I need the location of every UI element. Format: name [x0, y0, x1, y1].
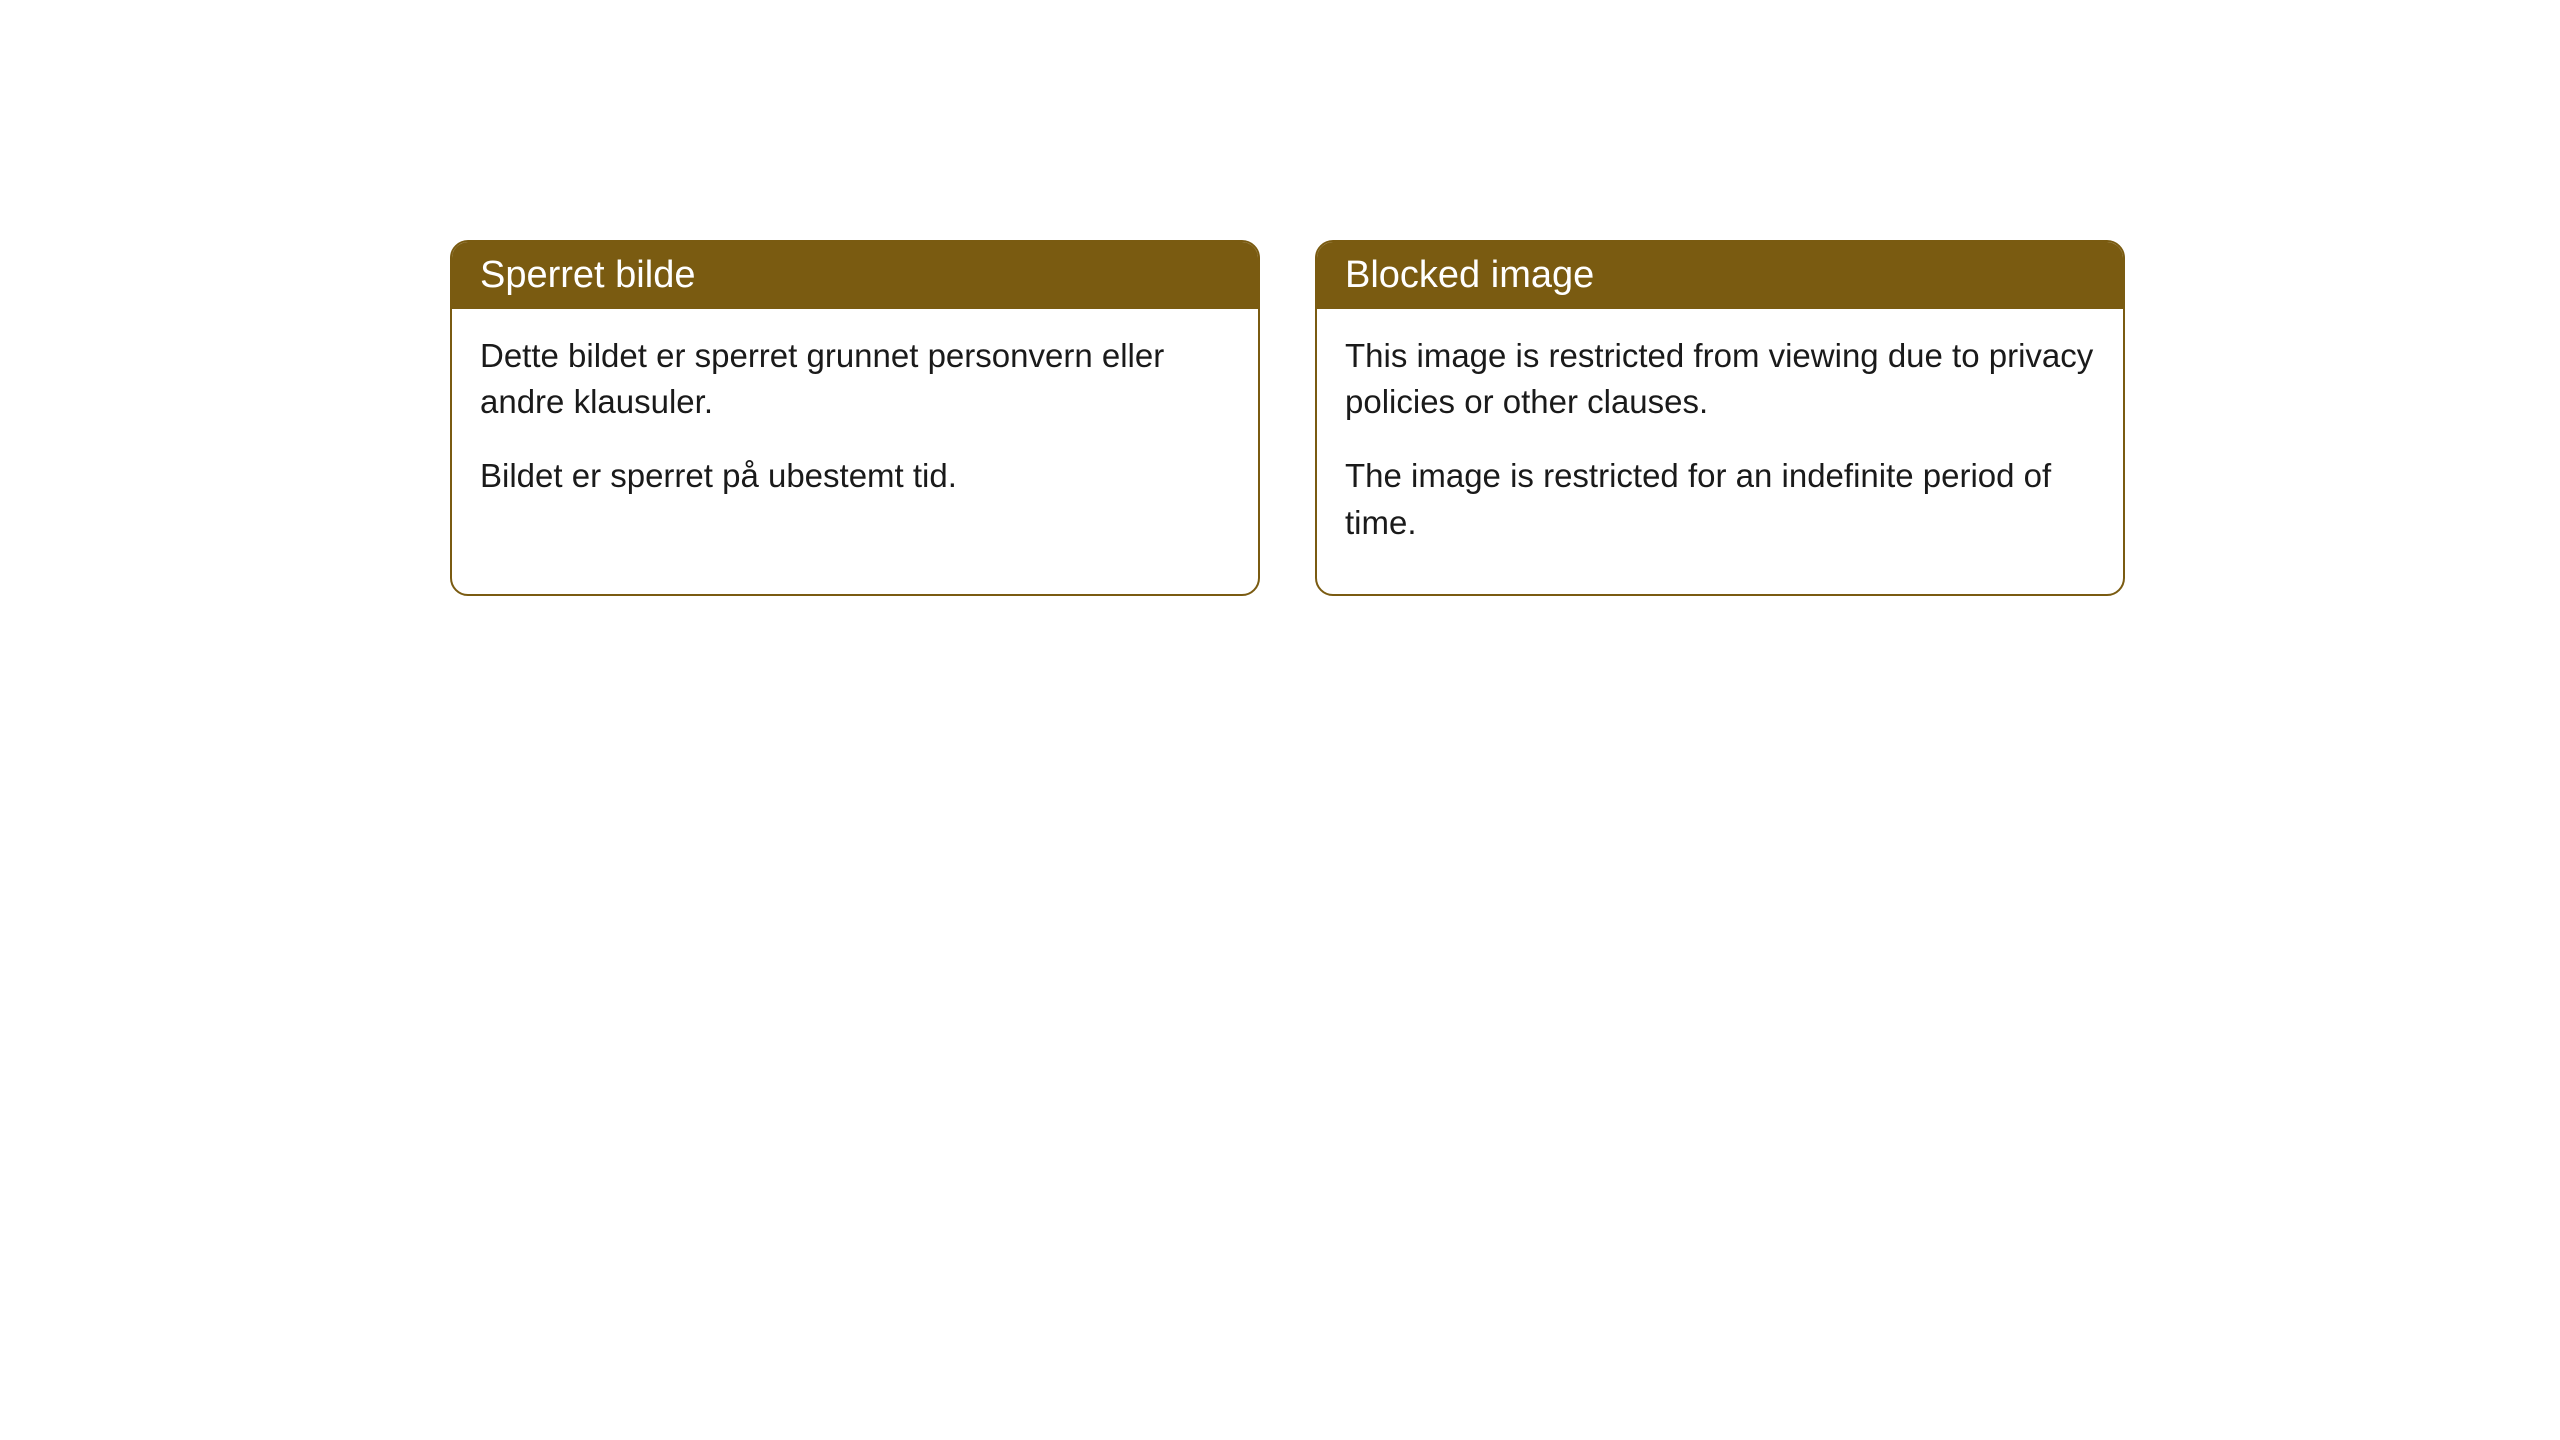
card-paragraph: Dette bildet er sperret grunnet personve…	[480, 333, 1230, 425]
card-paragraph: The image is restricted for an indefinit…	[1345, 453, 2095, 545]
card-header: Sperret bilde	[452, 242, 1258, 309]
blocked-image-card-norwegian: Sperret bilde Dette bildet er sperret gr…	[450, 240, 1260, 596]
card-body: This image is restricted from viewing du…	[1317, 309, 2123, 594]
card-title: Blocked image	[1345, 254, 1594, 296]
blocked-image-card-english: Blocked image This image is restricted f…	[1315, 240, 2125, 596]
card-title: Sperret bilde	[480, 254, 695, 296]
notice-cards-container: Sperret bilde Dette bildet er sperret gr…	[450, 240, 2125, 596]
card-header: Blocked image	[1317, 242, 2123, 309]
card-paragraph: This image is restricted from viewing du…	[1345, 333, 2095, 425]
card-body: Dette bildet er sperret grunnet personve…	[452, 309, 1258, 548]
card-paragraph: Bildet er sperret på ubestemt tid.	[480, 453, 1230, 499]
